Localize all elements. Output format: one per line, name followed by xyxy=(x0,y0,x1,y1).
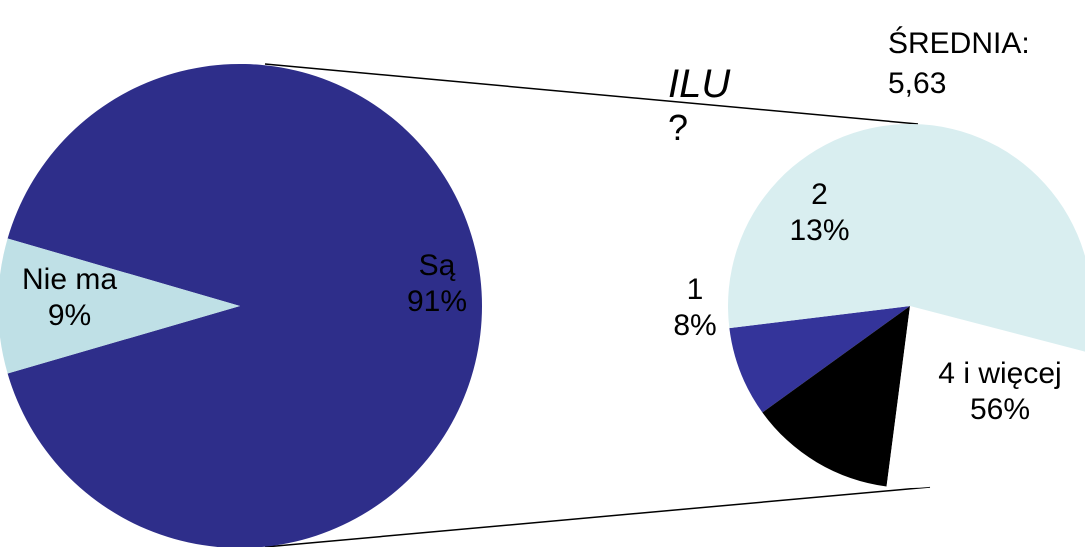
connector-line-0 xyxy=(264,63,919,125)
average-label: ŚREDNIA: xyxy=(888,27,1030,60)
secondary-pie-slice-2 xyxy=(886,306,1085,488)
average-value: 5,63 xyxy=(888,67,947,100)
main-pie xyxy=(0,64,482,547)
average-box: ŚREDNIA: 5,63 xyxy=(888,24,1030,104)
connector-line-1 xyxy=(264,486,931,547)
slice-label-2: 2 13% xyxy=(789,178,850,247)
secondary-pie-slice-3 xyxy=(728,124,1085,352)
slice-label-nie-ma: Nie ma 9% xyxy=(21,263,118,332)
main-pie-slice-1 xyxy=(0,238,240,374)
secondary-pie-slice-1 xyxy=(762,306,910,487)
slice-label-4-i-wiecej: 4 i więcej 56% xyxy=(938,357,1062,426)
slice-label-1: 1 8% xyxy=(673,273,717,342)
main-pie-slice-0 xyxy=(7,64,482,547)
secondary-pie-slice-0 xyxy=(729,306,910,413)
secondary-pie xyxy=(728,124,1085,488)
question-title: ILU ? xyxy=(668,62,731,148)
slice-label-sa: Są 91% xyxy=(406,249,468,318)
connector-lines xyxy=(264,63,931,547)
